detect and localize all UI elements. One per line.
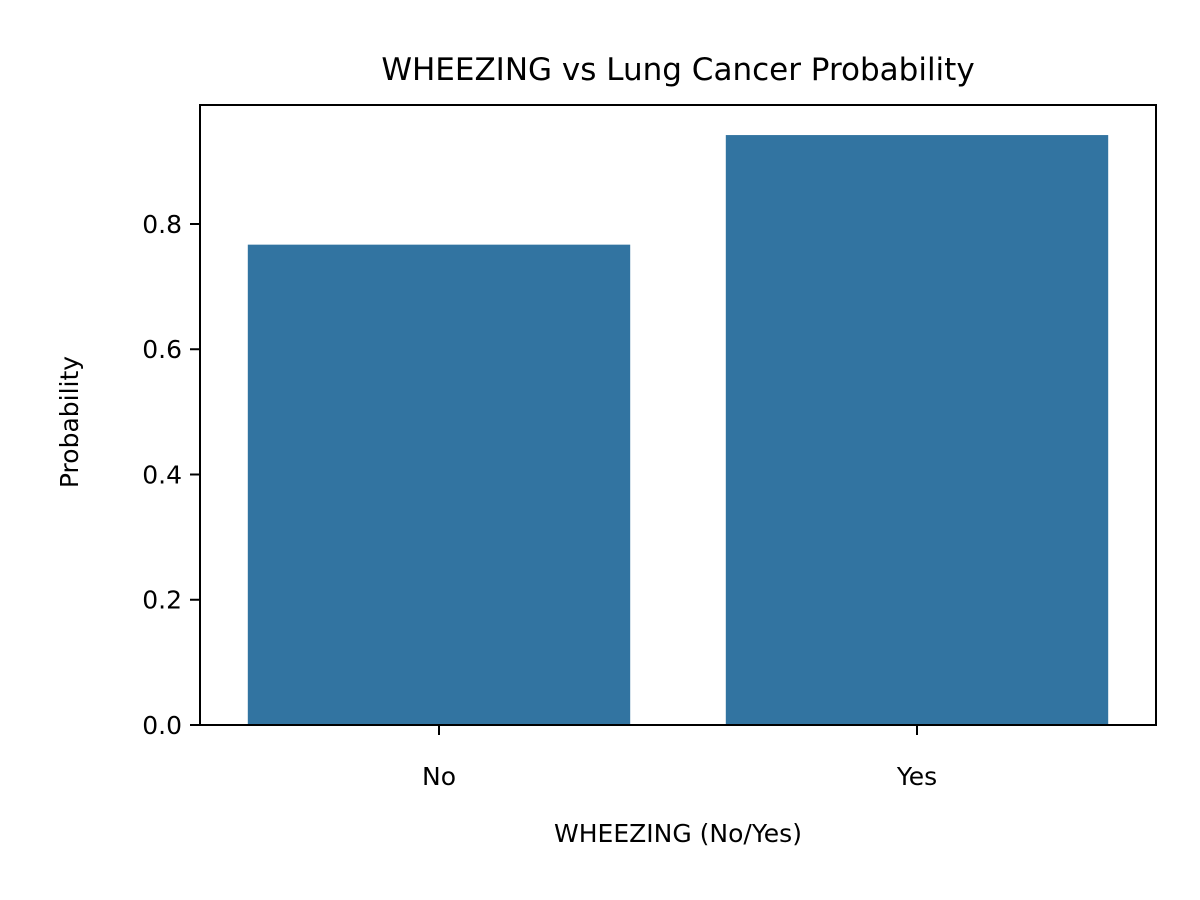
plot-frame xyxy=(199,104,1157,726)
x-axis-label: WHEEZING (No/Yes) xyxy=(554,819,802,848)
plot-area xyxy=(247,135,1109,726)
chart-title: WHEEZING vs Lung Cancer Probability xyxy=(381,52,974,88)
x-tick-label: No xyxy=(422,762,456,791)
y-axis: 0.0 0.2 0.4 0.6 0.8 xyxy=(142,210,200,740)
y-tick-label: 0.8 xyxy=(142,210,182,239)
x-axis: No Yes xyxy=(422,725,937,791)
y-tick-label: 0.0 xyxy=(142,711,182,740)
y-tick-label: 0.4 xyxy=(142,460,182,489)
bar-yes xyxy=(725,135,1109,725)
y-tick-label: 0.2 xyxy=(142,586,182,615)
y-axis-label: Probability xyxy=(55,356,84,488)
x-tick-label: Yes xyxy=(896,762,937,791)
y-tick-label: 0.6 xyxy=(142,335,182,364)
bar-no xyxy=(247,244,631,726)
